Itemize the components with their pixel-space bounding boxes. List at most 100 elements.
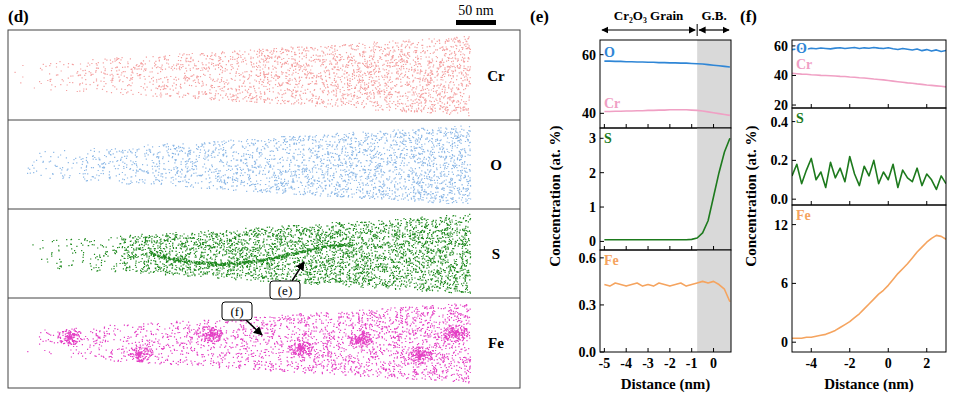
- y-tick: [792, 105, 796, 106]
- atom-map: [27, 126, 471, 204]
- x-tick: [626, 246, 627, 250]
- plot-area: [792, 48, 946, 87]
- callout-box: [270, 281, 300, 299]
- x-tick: [604, 348, 605, 352]
- x-tick: [626, 348, 627, 352]
- x-tick: [849, 201, 850, 205]
- y-axis-title: Concentration (at. %): [743, 125, 760, 266]
- plot-area: [604, 128, 731, 250]
- scale-bar-label: 50 nm: [458, 3, 494, 18]
- y-tick: [792, 199, 796, 200]
- series-line: [604, 61, 730, 67]
- panel-label: (f): [740, 7, 757, 26]
- plot-area: [792, 157, 946, 190]
- y-tick-label: 0.0: [579, 345, 597, 360]
- annotation-arrow: [602, 29, 695, 30]
- y-tick: [792, 283, 796, 284]
- callout-box: [222, 302, 252, 320]
- y-tick-label: 40: [774, 68, 788, 83]
- annotation: G.B.: [701, 8, 726, 23]
- frame: [600, 250, 731, 352]
- y-tick-label: 12: [774, 218, 788, 233]
- map-label: Cr: [487, 68, 505, 84]
- x-tick: [811, 348, 812, 352]
- frame: [600, 128, 731, 250]
- series-label: S: [796, 111, 804, 126]
- x-tick: [648, 246, 649, 250]
- grain-boundary-region: [697, 250, 731, 352]
- x-tick: [713, 348, 714, 352]
- annotation: Cr₂O₃ Grain: [614, 8, 684, 23]
- y-tick: [600, 304, 604, 305]
- x-tick: [811, 201, 812, 205]
- x-tick: [669, 124, 670, 128]
- y-tick: [792, 75, 796, 76]
- callout-label: (e): [278, 283, 292, 298]
- series-label: Fe: [796, 208, 811, 223]
- x-tick-label: -2: [844, 356, 856, 371]
- atom-map: [32, 214, 471, 294]
- series-label: Fe: [604, 253, 619, 268]
- x-tick-label: -4: [620, 356, 632, 371]
- subplot: 4060OCr(e)Cr₂O₃ GrainG.B.: [530, 7, 731, 128]
- plot-area: [604, 250, 731, 352]
- y-tick-label: 20: [774, 98, 788, 113]
- series-label: O: [604, 45, 615, 60]
- plot-area: [792, 235, 946, 338]
- series-label: S: [604, 131, 612, 146]
- scale-bar: [456, 20, 496, 25]
- series-label: O: [796, 41, 807, 56]
- x-tick-label: 0: [885, 356, 892, 371]
- frame: [600, 40, 731, 128]
- x-tick: [849, 104, 850, 108]
- series-line: [792, 48, 946, 52]
- plot-area: [604, 40, 731, 128]
- x-tick-label: -2: [664, 356, 676, 371]
- x-tick: [691, 124, 692, 128]
- y-tick-label: 2: [589, 166, 596, 181]
- x-tick-label: -3: [642, 356, 654, 371]
- series-label: Cr: [796, 57, 812, 72]
- annotation-arrow: [699, 29, 729, 30]
- x-tick: [888, 104, 889, 108]
- y-tick-label: 0: [781, 335, 788, 350]
- y-tick-label: 0.2: [771, 153, 789, 168]
- y-tick: [600, 113, 604, 114]
- x-tick: [648, 348, 649, 352]
- callout-label: (f): [231, 304, 244, 319]
- y-tick: [792, 160, 796, 161]
- x-axis-title: Distance (nm): [621, 376, 711, 393]
- y-tick-label: 60: [582, 48, 596, 63]
- map-label: Fe: [488, 335, 504, 351]
- x-tick: [926, 104, 927, 108]
- x-tick: [713, 246, 714, 250]
- series-line: [792, 73, 946, 87]
- annotation-divider: [697, 24, 698, 36]
- x-axis-title: Distance (nm): [824, 376, 914, 393]
- map-separator: [8, 120, 520, 121]
- map-label: S: [492, 246, 500, 262]
- y-tick-label: 6: [781, 276, 788, 291]
- x-tick-label: -1: [686, 356, 698, 371]
- x-tick: [604, 246, 605, 250]
- y-tick-label: 0.0: [771, 192, 789, 207]
- y-tick: [600, 241, 604, 242]
- callout-arrow: [292, 262, 304, 281]
- x-tick: [691, 348, 692, 352]
- y-tick-label: 0: [589, 234, 596, 249]
- subplot: 204060OCr(f): [740, 7, 946, 113]
- x-tick-label: 2: [923, 356, 930, 371]
- y-axis-title: Concentration (at. %): [547, 125, 564, 266]
- callout-arrow: [246, 320, 262, 335]
- y-tick-label: 0.6: [579, 251, 597, 266]
- series-line: [604, 138, 730, 239]
- x-tick: [648, 124, 649, 128]
- series-line: [792, 235, 946, 338]
- x-tick: [849, 348, 850, 352]
- x-tick: [669, 246, 670, 250]
- subplot: 0612-4-202FeDistance (nm): [774, 205, 946, 393]
- map-label: O: [490, 157, 502, 173]
- panel-label: (e): [530, 7, 549, 26]
- y-tick: [600, 207, 604, 208]
- y-tick-label: 1: [589, 200, 596, 215]
